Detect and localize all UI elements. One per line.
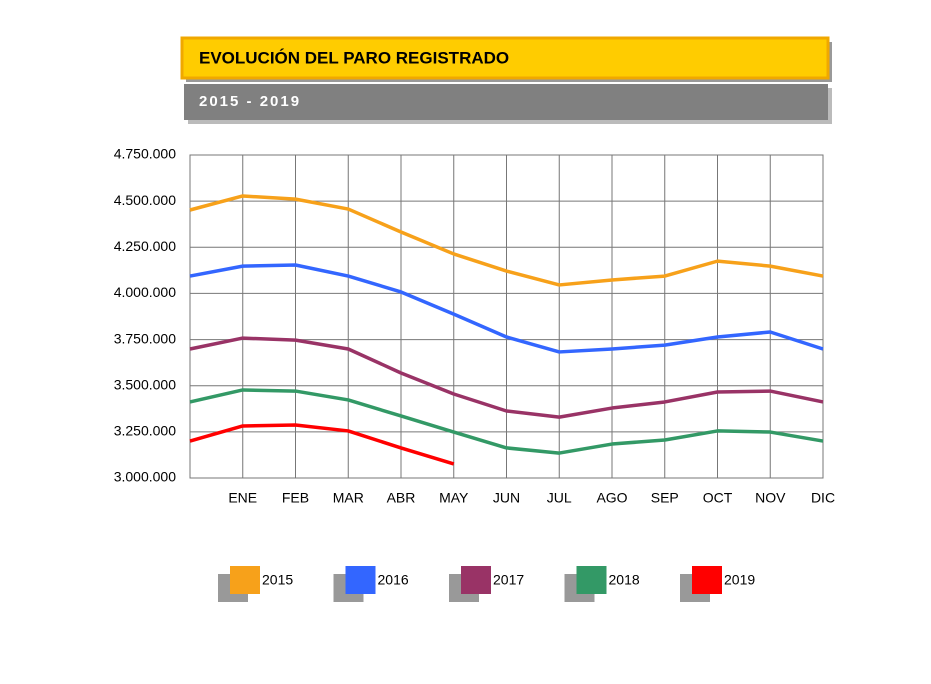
- x-tick-label: JUL: [547, 490, 572, 506]
- chart-title: EVOLUCIÓN DEL PARO REGISTRADO: [199, 48, 509, 67]
- series-line: [189, 263, 824, 354]
- series-line: [189, 388, 824, 455]
- x-tick-label: FEB: [282, 490, 309, 506]
- y-tick-label: 3.750.000: [114, 330, 176, 346]
- x-tick-label: SEP: [651, 490, 679, 506]
- legend-swatch: [345, 566, 376, 594]
- legend-swatch: [576, 566, 607, 594]
- x-tick-label: AGO: [596, 490, 627, 506]
- x-tick-label: DIC: [811, 490, 835, 506]
- legend-label: 2016: [378, 572, 409, 588]
- x-tick-label: MAY: [439, 490, 469, 506]
- y-tick-label: 3.250.000: [114, 423, 176, 439]
- x-tick-label: MAR: [333, 490, 364, 506]
- y-tick-label: 4.250.000: [114, 238, 176, 254]
- subtitle-box: [184, 84, 828, 120]
- x-tick-label: ENE: [228, 490, 257, 506]
- y-tick-label: 4.750.000: [114, 146, 176, 162]
- series-line: [189, 423, 455, 466]
- series-line: [189, 194, 824, 287]
- legend-label: 2017: [493, 572, 524, 588]
- legend-label: 2015: [262, 572, 293, 588]
- x-tick-label: JUN: [493, 490, 520, 506]
- y-tick-label: 4.000.000: [114, 284, 176, 300]
- chart-subtitle: 2015 - 2019: [199, 93, 301, 110]
- series-line: [189, 336, 824, 419]
- x-tick-label: NOV: [755, 490, 786, 506]
- title-box: [180, 36, 830, 80]
- x-tick-label: OCT: [703, 490, 733, 506]
- legend-swatch: [230, 566, 260, 594]
- y-tick-label: 3.000.000: [114, 469, 176, 485]
- legend-swatch: [692, 566, 722, 594]
- y-tick-label: 3.500.000: [114, 376, 176, 392]
- y-tick-label: 4.500.000: [114, 192, 176, 208]
- legend-label: 2019: [724, 572, 755, 588]
- legend-swatch: [461, 566, 491, 594]
- legend-label: 2018: [609, 572, 640, 588]
- x-tick-label: ABR: [387, 490, 416, 506]
